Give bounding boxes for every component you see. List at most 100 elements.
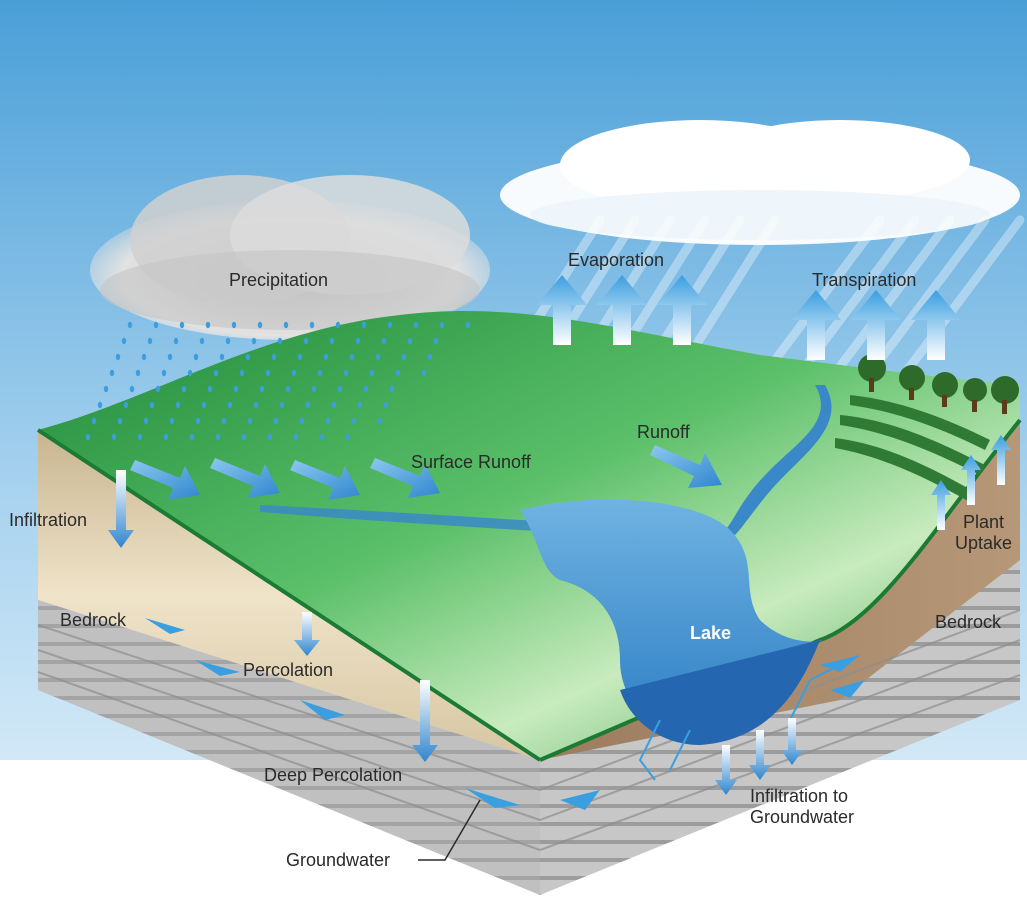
trees: [858, 354, 1019, 414]
raindrop: [291, 369, 297, 377]
raindrop: [285, 385, 291, 393]
raindrop: [231, 321, 237, 329]
raindrop: [349, 353, 355, 361]
raindrop: [219, 353, 225, 361]
groundwater-label: Groundwater: [286, 850, 391, 870]
raindrop: [283, 321, 289, 329]
raindrop: [103, 385, 109, 393]
raindrop: [265, 369, 271, 377]
raindrop: [115, 353, 121, 361]
raindrop: [407, 337, 413, 345]
raindrop: [175, 401, 181, 409]
evaporation-arrows: [537, 275, 707, 345]
lake-cross-section: [620, 640, 820, 745]
raindrop: [271, 353, 277, 361]
raindrop: [375, 353, 381, 361]
raindrop: [195, 417, 201, 425]
raindrop: [351, 417, 357, 425]
raindrop: [233, 385, 239, 393]
raindrop: [329, 337, 335, 345]
raindrop: [395, 369, 401, 377]
raindrop: [273, 417, 279, 425]
raindrop: [111, 433, 117, 441]
raindrop: [149, 401, 155, 409]
raindrop: [245, 353, 251, 361]
raindrop: [117, 417, 123, 425]
raindrop: [179, 321, 185, 329]
transpiration-label: Transpiration: [812, 270, 917, 290]
raindrop: [421, 369, 427, 377]
raindrop: [239, 369, 245, 377]
runoff-arrow: [650, 445, 722, 488]
raindrop: [439, 321, 445, 329]
raindrop: [389, 385, 395, 393]
raindrop: [109, 369, 115, 377]
surface-runoff-arrows: [130, 458, 440, 500]
raindrop: [259, 385, 265, 393]
raindrop: [345, 433, 351, 441]
raindrop: [267, 433, 273, 441]
raindrop: [215, 433, 221, 441]
raindrop: [97, 401, 103, 409]
raindrop: [309, 321, 315, 329]
raindrop: [241, 433, 247, 441]
evaporation-label: Evaporation: [568, 250, 665, 270]
raindrop: [161, 369, 167, 377]
raindrop: [317, 369, 323, 377]
runoff-label: Runoff: [637, 422, 690, 442]
raindrop: [319, 433, 325, 441]
raindrop: [377, 417, 383, 425]
raindrop: [141, 353, 147, 361]
groundwater-leader-line: [418, 799, 481, 861]
raindrop: [279, 401, 285, 409]
raindrop: [311, 385, 317, 393]
raindrop: [129, 385, 135, 393]
raindrop: [205, 321, 211, 329]
raindrop: [433, 337, 439, 345]
raindrop: [277, 337, 283, 345]
plant-uptake-arrows: [931, 435, 1011, 530]
raindrop: [213, 369, 219, 377]
raindrop: [355, 337, 361, 345]
raindrop: [413, 321, 419, 329]
raindrop: [121, 337, 127, 345]
precipitation-drops: [85, 321, 471, 441]
raindrop: [225, 337, 231, 345]
lake-label: Lake: [690, 623, 732, 643]
raindrop: [303, 337, 309, 345]
bedrock-left-label: Bedrock: [60, 610, 127, 630]
raindrop: [335, 321, 341, 329]
infiltration-arrow: [108, 470, 134, 548]
raindrop: [207, 385, 213, 393]
raindrop: [247, 417, 253, 425]
percolation-label: Percolation: [243, 660, 334, 680]
infiltration-to-groundwater-line2: Groundwater: [750, 806, 855, 827]
raindrop: [187, 369, 193, 377]
raindrop: [387, 321, 393, 329]
raindrop: [155, 385, 161, 393]
infiltration-label: Infiltration: [9, 510, 88, 530]
infiltration-to-groundwater-line1: Infiltration to: [750, 786, 849, 806]
raindrop: [91, 417, 97, 425]
raindrop: [305, 401, 311, 409]
percolation-arrow: [294, 612, 320, 656]
surface-runoff-label: Surface Runoff: [411, 452, 531, 472]
raindrop: [163, 433, 169, 441]
raindrop: [253, 401, 259, 409]
bedrock-right-label: Bedrock: [935, 612, 1002, 632]
white-cloud: [500, 120, 1020, 245]
raindrop: [343, 369, 349, 377]
infiltration-to-groundwater-label: Infiltration to Groundwater: [750, 786, 854, 827]
raindrop: [357, 401, 363, 409]
raindrop: [221, 417, 227, 425]
raindrop: [427, 353, 433, 361]
raindrop: [123, 401, 129, 409]
raindrop: [299, 417, 305, 425]
precipitation-label: Precipitation: [229, 270, 329, 290]
deep-percolation-arrow: [412, 680, 438, 762]
raindrop: [297, 353, 303, 361]
raindrop: [293, 433, 299, 441]
raindrop: [201, 401, 207, 409]
transpiration-arrows: [791, 290, 961, 360]
plant-uptake-label: Plant Uptake: [955, 512, 1012, 553]
